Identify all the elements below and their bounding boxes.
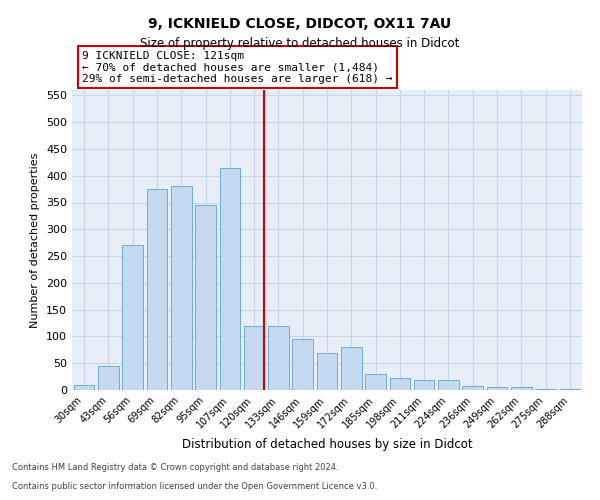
Bar (463, 386, 483, 390)
Bar (389, 378, 410, 390)
Bar (122, 246, 143, 390)
Bar (98, 366, 119, 390)
Text: Size of property relative to detached houses in Didcot: Size of property relative to detached ho… (140, 38, 460, 51)
Y-axis label: Number of detached properties: Number of detached properties (31, 152, 40, 328)
Text: Contains HM Land Registry data © Crown copyright and database right 2024.: Contains HM Land Registry data © Crown c… (12, 464, 338, 472)
Bar (171, 186, 191, 390)
Bar (74, 384, 94, 390)
Bar (560, 389, 580, 390)
Bar (146, 189, 167, 390)
Bar (535, 389, 556, 390)
Bar (414, 380, 434, 390)
Bar (341, 347, 362, 390)
Bar (268, 326, 289, 390)
Bar (487, 388, 508, 390)
Bar (220, 168, 240, 390)
Bar (365, 374, 386, 390)
Text: 9 ICKNIELD CLOSE: 121sqm
← 70% of detached houses are smaller (1,484)
29% of sem: 9 ICKNIELD CLOSE: 121sqm ← 70% of detach… (82, 51, 392, 84)
X-axis label: Distribution of detached houses by size in Didcot: Distribution of detached houses by size … (182, 438, 472, 451)
Bar (195, 205, 216, 390)
Text: Contains public sector information licensed under the Open Government Licence v3: Contains public sector information licen… (12, 482, 377, 491)
Bar (317, 352, 337, 390)
Bar (511, 388, 532, 390)
Bar (244, 326, 265, 390)
Text: 9, ICKNIELD CLOSE, DIDCOT, OX11 7AU: 9, ICKNIELD CLOSE, DIDCOT, OX11 7AU (148, 18, 452, 32)
Bar (438, 380, 459, 390)
Bar (292, 339, 313, 390)
